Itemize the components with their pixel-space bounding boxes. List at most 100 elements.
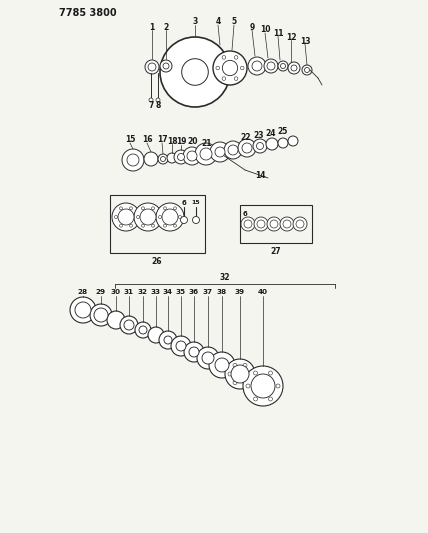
Circle shape <box>267 62 275 70</box>
Circle shape <box>90 304 112 326</box>
Circle shape <box>145 60 159 74</box>
Circle shape <box>182 59 208 85</box>
Circle shape <box>241 217 255 231</box>
Circle shape <box>246 384 250 388</box>
Text: 26: 26 <box>152 256 162 265</box>
Circle shape <box>266 138 278 150</box>
Text: 32: 32 <box>220 273 230 282</box>
Circle shape <box>119 224 122 227</box>
Text: 15: 15 <box>192 200 200 206</box>
Circle shape <box>253 397 258 401</box>
Circle shape <box>163 207 166 210</box>
Text: 38: 38 <box>217 289 227 295</box>
Bar <box>240 205 312 243</box>
Circle shape <box>130 207 133 210</box>
Circle shape <box>139 326 147 334</box>
Text: 39: 39 <box>235 289 245 295</box>
Circle shape <box>302 65 312 75</box>
Text: 29: 29 <box>96 289 106 295</box>
Circle shape <box>142 224 145 227</box>
Text: 6: 6 <box>181 200 186 206</box>
Text: 14: 14 <box>255 171 265 180</box>
Text: 28: 28 <box>78 289 88 295</box>
Text: 21: 21 <box>202 139 212 148</box>
Circle shape <box>215 358 229 372</box>
Circle shape <box>242 143 252 153</box>
Text: 2: 2 <box>163 22 169 31</box>
Circle shape <box>162 209 178 225</box>
Circle shape <box>248 372 252 376</box>
Circle shape <box>183 147 201 165</box>
Circle shape <box>178 215 181 219</box>
Text: 22: 22 <box>241 133 251 142</box>
Text: 8: 8 <box>155 101 160 109</box>
Bar <box>110 195 205 253</box>
Circle shape <box>187 151 197 161</box>
Circle shape <box>296 220 304 228</box>
Circle shape <box>228 372 232 376</box>
Circle shape <box>94 308 108 322</box>
Text: 36: 36 <box>189 289 199 295</box>
Circle shape <box>268 371 273 375</box>
Circle shape <box>210 142 230 162</box>
Circle shape <box>234 77 238 80</box>
Text: 3: 3 <box>192 18 198 27</box>
Text: 30: 30 <box>111 289 121 295</box>
Circle shape <box>135 322 151 338</box>
Circle shape <box>200 148 212 160</box>
Circle shape <box>231 365 249 383</box>
Circle shape <box>163 63 169 69</box>
Circle shape <box>276 384 280 388</box>
Circle shape <box>195 143 217 165</box>
Circle shape <box>253 371 258 375</box>
Text: 19: 19 <box>176 138 186 147</box>
Text: 25: 25 <box>278 127 288 136</box>
Circle shape <box>238 139 256 157</box>
Text: 33: 33 <box>151 289 161 295</box>
Circle shape <box>228 145 238 155</box>
Text: 20: 20 <box>188 138 198 147</box>
Text: 15: 15 <box>125 135 135 144</box>
Circle shape <box>159 331 177 349</box>
Circle shape <box>233 381 237 385</box>
Text: 12: 12 <box>286 33 296 42</box>
Circle shape <box>202 352 214 364</box>
Text: 13: 13 <box>300 36 310 45</box>
Circle shape <box>304 68 309 72</box>
Circle shape <box>254 217 268 231</box>
Circle shape <box>167 153 177 163</box>
Circle shape <box>152 207 155 210</box>
Circle shape <box>163 224 166 227</box>
Circle shape <box>278 61 288 71</box>
Circle shape <box>70 297 96 323</box>
Circle shape <box>107 311 125 329</box>
Circle shape <box>171 336 191 356</box>
Circle shape <box>288 62 300 74</box>
Circle shape <box>193 216 199 223</box>
Circle shape <box>144 152 158 166</box>
Text: 35: 35 <box>176 289 186 295</box>
Circle shape <box>160 37 230 107</box>
Circle shape <box>158 154 168 164</box>
Text: 27: 27 <box>270 246 281 255</box>
Text: 37: 37 <box>203 289 213 295</box>
Text: 31: 31 <box>124 289 134 295</box>
Circle shape <box>148 63 156 71</box>
Circle shape <box>264 59 278 73</box>
Circle shape <box>293 217 307 231</box>
Circle shape <box>181 216 187 223</box>
Text: 34: 34 <box>163 289 173 295</box>
Circle shape <box>243 366 283 406</box>
Circle shape <box>118 209 134 225</box>
Text: 4: 4 <box>215 18 220 27</box>
Circle shape <box>283 220 291 228</box>
Circle shape <box>75 302 91 318</box>
Circle shape <box>174 150 188 164</box>
Circle shape <box>253 139 267 153</box>
Circle shape <box>222 77 226 80</box>
Circle shape <box>278 138 288 148</box>
Circle shape <box>189 347 199 357</box>
Text: 7785 3800: 7785 3800 <box>59 8 117 18</box>
Circle shape <box>184 342 204 362</box>
Circle shape <box>158 215 161 219</box>
